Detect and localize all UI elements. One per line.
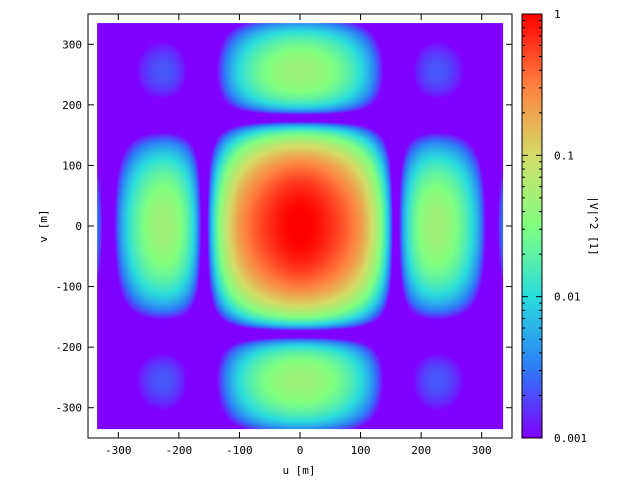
colorbar: 0.001 0.01 0.1 1 <box>521 8 587 445</box>
x-tick-label: 200 <box>411 444 431 457</box>
axes: -300 -200 -100 0 100 200 300 -300 -200 -100 0 100 20… <box>56 13 513 457</box>
colorbar-label: |V|^2 [1] <box>587 196 600 256</box>
colorbar-tick-label: 0.01 <box>554 291 581 304</box>
colorbar-tick-label: 1 <box>554 8 561 21</box>
colorbar-frame <box>521 13 543 439</box>
y-tick-label: -100 <box>56 281 83 294</box>
heatmap-image <box>97 23 504 430</box>
y-tick-label: -300 <box>56 402 83 415</box>
x-tick-label: -100 <box>226 444 253 457</box>
x-tick-label: -200 <box>166 444 193 457</box>
plot-area <box>97 23 504 430</box>
x-axis-label: u [m] <box>282 464 315 477</box>
y-tick-label: -200 <box>56 341 83 354</box>
y-axis-label: v [m] <box>37 209 50 242</box>
y-tick-label: 300 <box>62 38 82 51</box>
x-tick-label: 300 <box>472 444 492 457</box>
colorbar-tick-label: 0.001 <box>554 432 587 445</box>
x-tick-label: -300 <box>105 444 132 457</box>
y-tick-label: 0 <box>75 220 82 233</box>
colorbar-tick-label: 0.1 <box>554 149 574 162</box>
x-tick-label: 0 <box>297 444 304 457</box>
y-tick-label: 200 <box>62 99 82 112</box>
colorbar-gradient <box>522 14 542 438</box>
x-tick-label: 100 <box>351 444 371 457</box>
y-tick-label: 100 <box>62 159 82 172</box>
